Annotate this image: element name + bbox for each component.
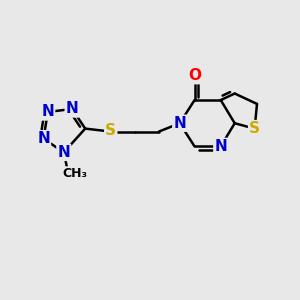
- Text: N: N: [37, 131, 50, 146]
- Text: S: S: [105, 123, 116, 138]
- Text: N: N: [173, 116, 186, 131]
- Text: N: N: [41, 104, 54, 119]
- Text: N: N: [214, 139, 227, 154]
- Text: N: N: [66, 101, 79, 116]
- Text: N: N: [57, 145, 70, 160]
- Text: O: O: [188, 68, 201, 83]
- Text: S: S: [249, 121, 260, 136]
- Text: CH₃: CH₃: [62, 167, 87, 180]
